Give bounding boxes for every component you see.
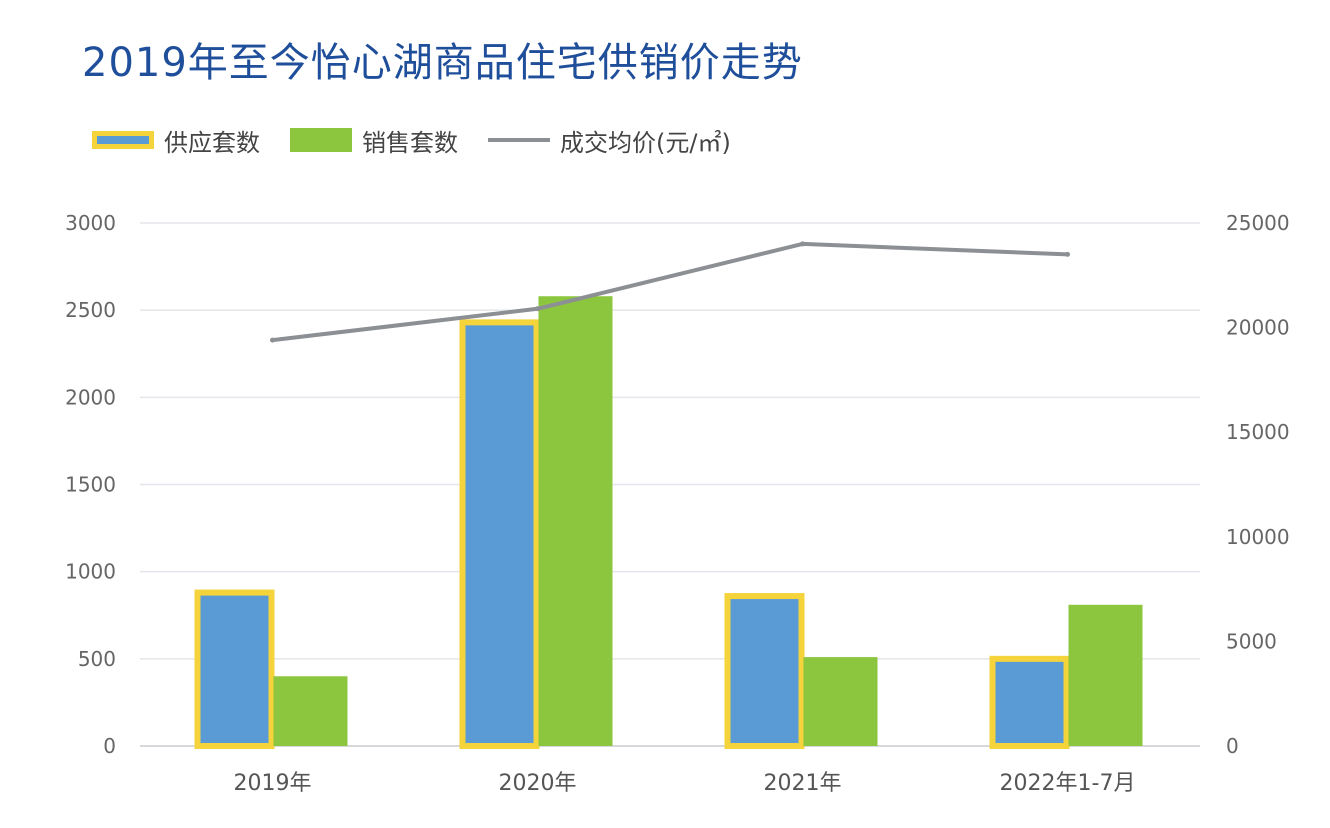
y-left-tick-label: 1500 [65,473,116,497]
y-right-tick-label: 15000 [1226,420,1290,444]
chart-title: 2019年至今怡心湖商品住宅供销价走势 [82,40,803,86]
legend-label-sales: 销售套数 [362,128,458,157]
supply-bar [989,655,1070,749]
price-point [800,241,805,247]
price-point [1065,251,1070,257]
supply-bar [459,319,540,749]
y-left-tick-label: 1000 [65,560,116,584]
chart-legend: 供应套数 销售套数 成交均价(元/㎡) [92,120,747,160]
legend-item-price: 成交均价(元/㎡) [488,123,731,158]
legend-label-supply: 供应套数 [164,128,260,157]
supply-bar [194,589,275,749]
y-left-tick-label: 2000 [65,385,116,409]
y-left-tick-label: 500 [78,647,116,671]
legend-item-supply: 供应套数 [92,123,260,158]
price-line [272,241,1068,343]
x-category-label: 2022年1-7月 [1000,771,1136,796]
sales-bar [1068,604,1143,746]
axis-ticks: 0 500 1000 1500 2000 2500 3000 0 5000 10000 15000 2… [65,211,1290,796]
legend-swatch-price [488,138,550,142]
x-category-label: 2020年 [499,771,577,796]
legend-swatch-supply [92,131,154,149]
legend-swatch-sales [290,128,352,152]
y-left-tick-label: 2500 [65,298,116,322]
sales-bar [273,676,348,746]
x-category-label: 2019年 [234,771,312,796]
y-right-tick-label: 20000 [1226,316,1290,340]
price-line-series [270,241,1070,343]
supply-bar [724,593,805,749]
y-right-tick-label: 5000 [1226,629,1277,653]
y-right-tick-label: 25000 [1226,211,1290,235]
y-left-tick-label: 0 [103,734,116,758]
sales-bar [803,657,878,746]
bar-series [194,296,1143,749]
legend-item-sales: 销售套数 [290,123,458,158]
price-point [270,337,275,343]
sales-bar [538,296,613,746]
y-left-tick-label: 3000 [65,211,116,235]
price-point [535,306,540,312]
x-category-label: 2021年 [764,771,842,796]
y-right-tick-label: 10000 [1226,525,1290,549]
legend-label-price: 成交均价(元/㎡) [560,128,731,157]
y-right-tick-label: 0 [1226,734,1239,758]
